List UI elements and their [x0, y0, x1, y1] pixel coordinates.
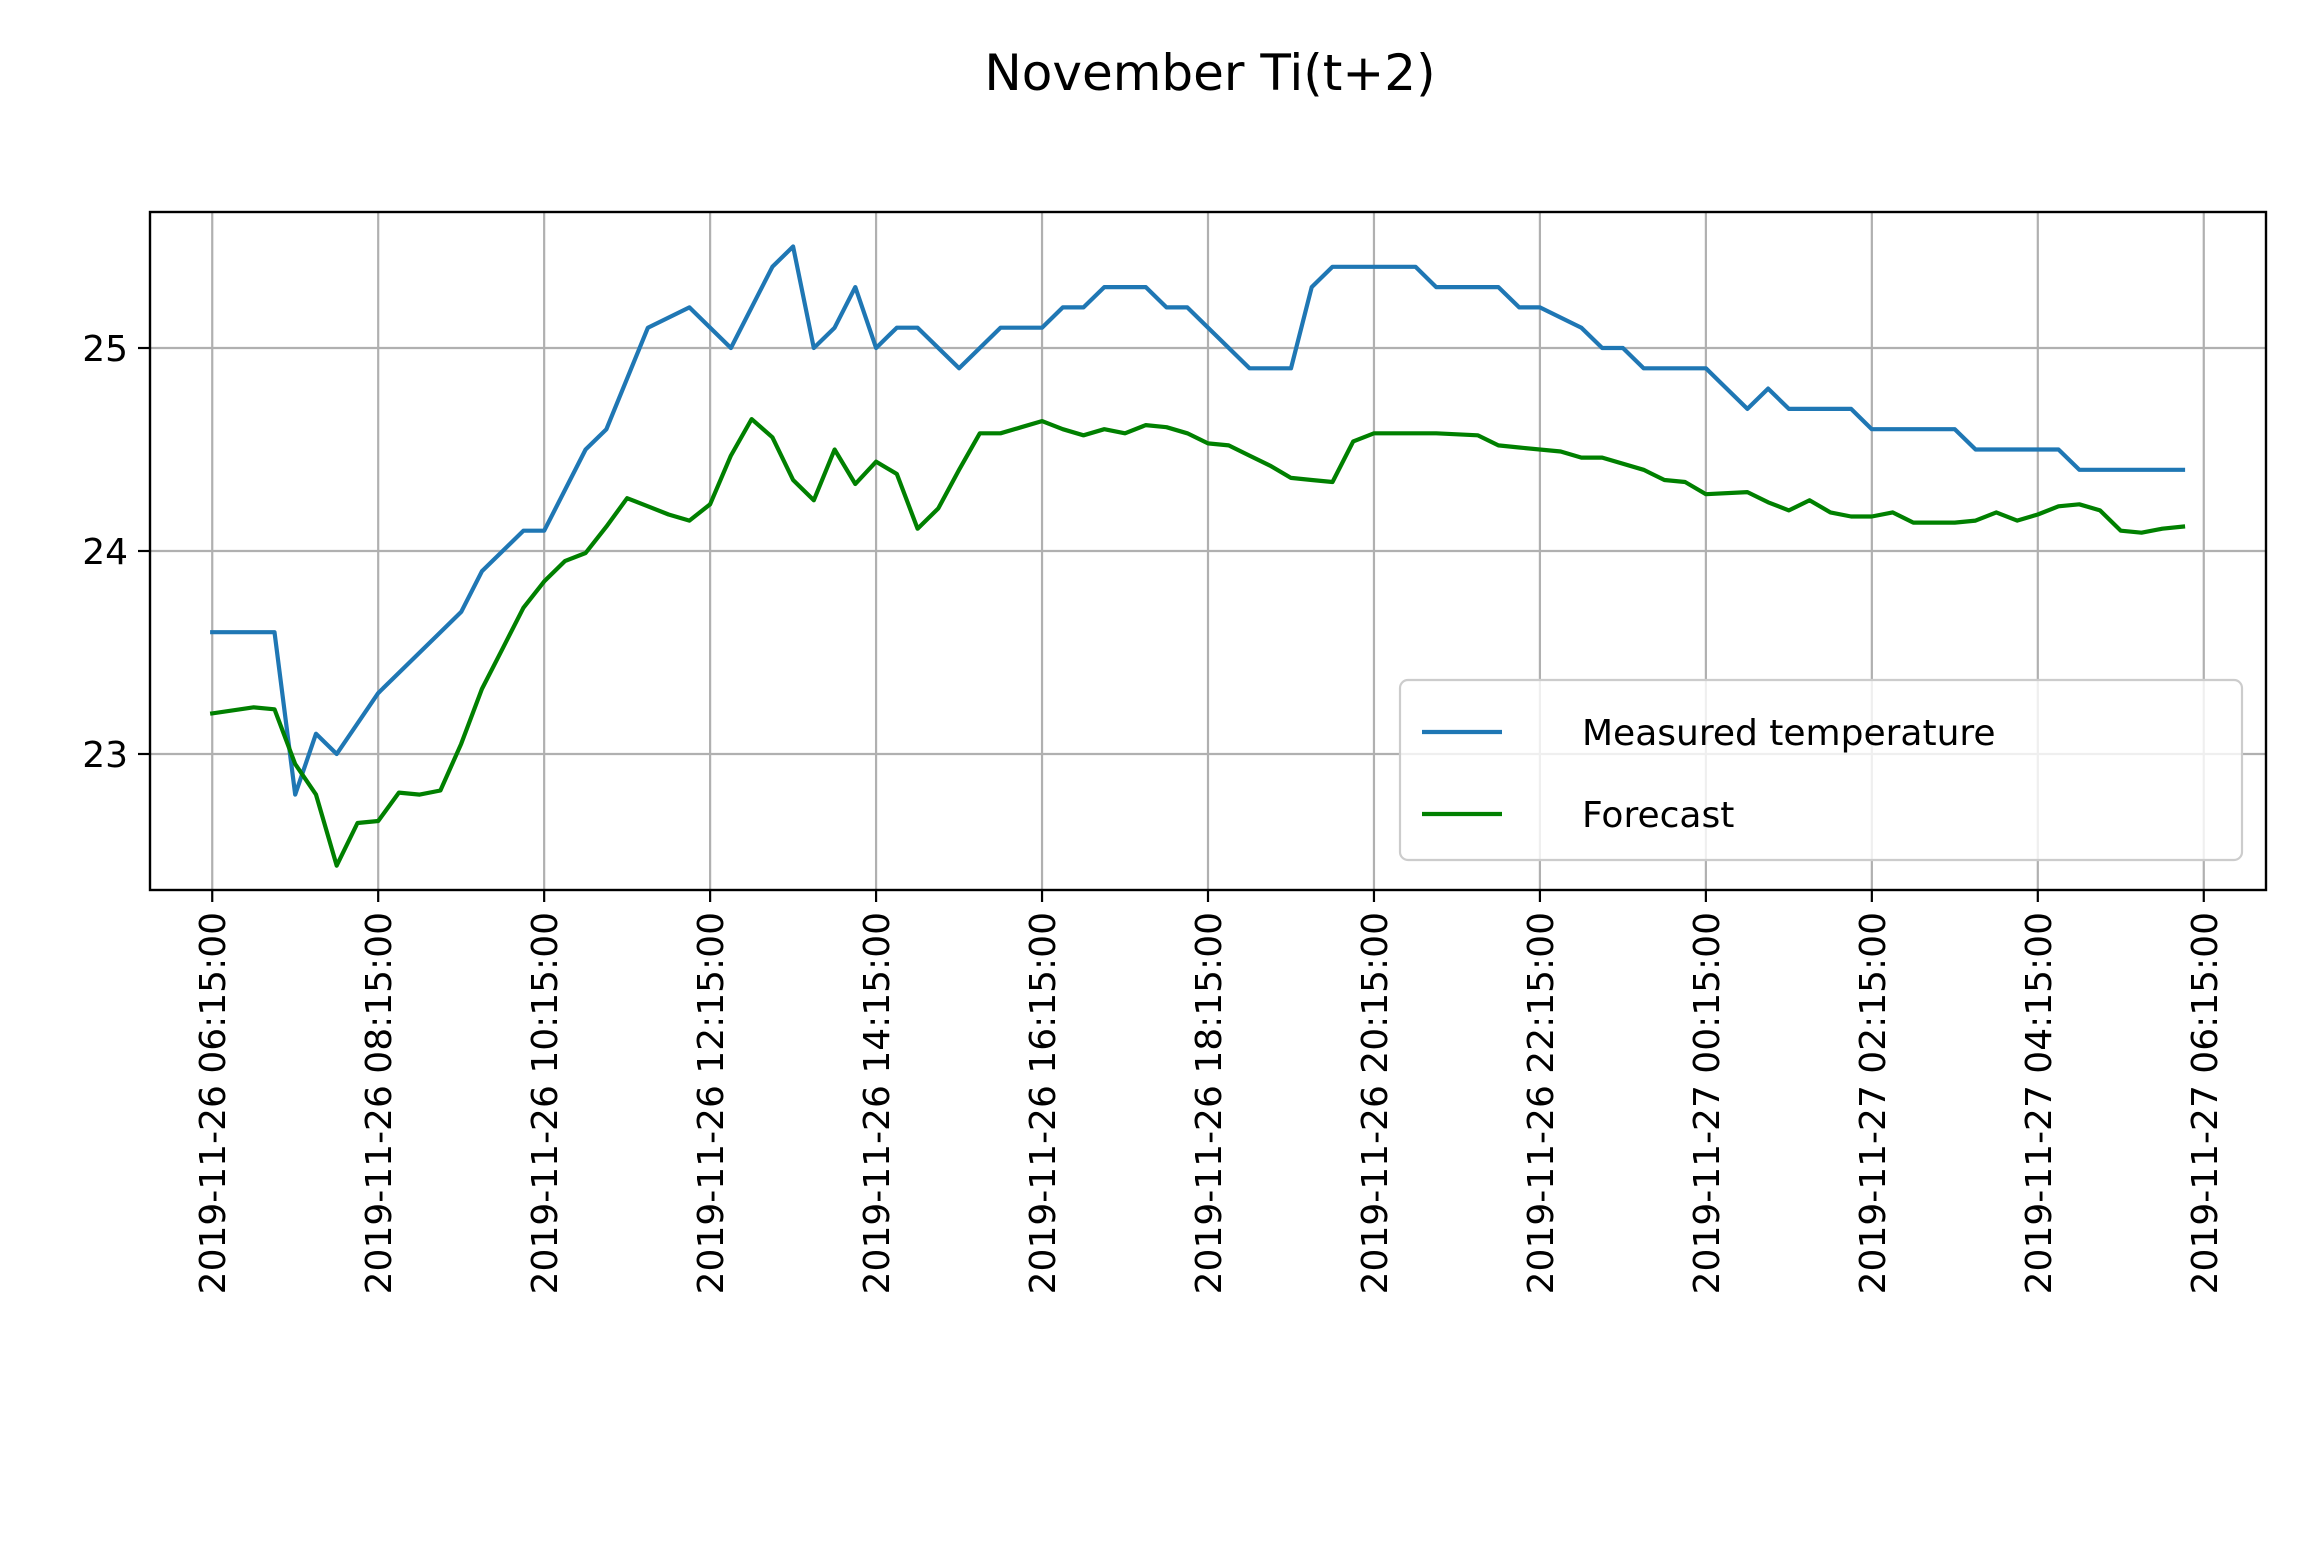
x-tick-label: 2019-11-27 02:15:00	[1853, 912, 1894, 1294]
x-tick-label: 2019-11-26 06:15:00	[193, 912, 234, 1294]
x-tick-label: 2019-11-26 18:15:00	[1189, 912, 1230, 1294]
series-line-forecast	[209, 417, 2186, 868]
x-tick-label: 2019-11-27 06:15:00	[2185, 912, 2226, 1294]
chart-title: November Ti(t+2)	[984, 44, 1435, 102]
legend-label: Measured temperature	[1582, 713, 1996, 754]
y-tick-label: 25	[82, 329, 128, 370]
y-tick-label: 23	[82, 735, 128, 776]
x-tick-label: 2019-11-26 08:15:00	[359, 912, 400, 1294]
x-axis: 2019-11-26 06:15:00 2019-11-26 08:15:00 20…	[193, 890, 2226, 1294]
x-tick-label: 2019-11-27 00:15:00	[1687, 912, 1728, 1294]
x-tick-label: 2019-11-26 20:15:00	[1355, 912, 1396, 1294]
x-tick-label: 2019-11-26 10:15:00	[525, 912, 566, 1294]
x-tick-label: 2019-11-27 04:15:00	[2019, 912, 2060, 1294]
y-tick-label: 24	[82, 532, 128, 573]
x-tick-label: 2019-11-26 12:15:00	[691, 912, 732, 1294]
legend: Measured temperature Forecast	[1398, 678, 2244, 862]
legend-box	[1398, 678, 2244, 862]
x-tick-label: 2019-11-26 16:15:00	[1023, 912, 1064, 1294]
y-axis: 23 24 25	[82, 329, 150, 776]
x-tick-label: 2019-11-26 22:15:00	[1521, 912, 1562, 1294]
series-line-measured-temperature	[210, 244, 2186, 797]
series-layer	[209, 244, 2186, 868]
x-tick-label: 2019-11-26 14:15:00	[857, 912, 898, 1294]
legend-label: Forecast	[1582, 795, 1734, 836]
